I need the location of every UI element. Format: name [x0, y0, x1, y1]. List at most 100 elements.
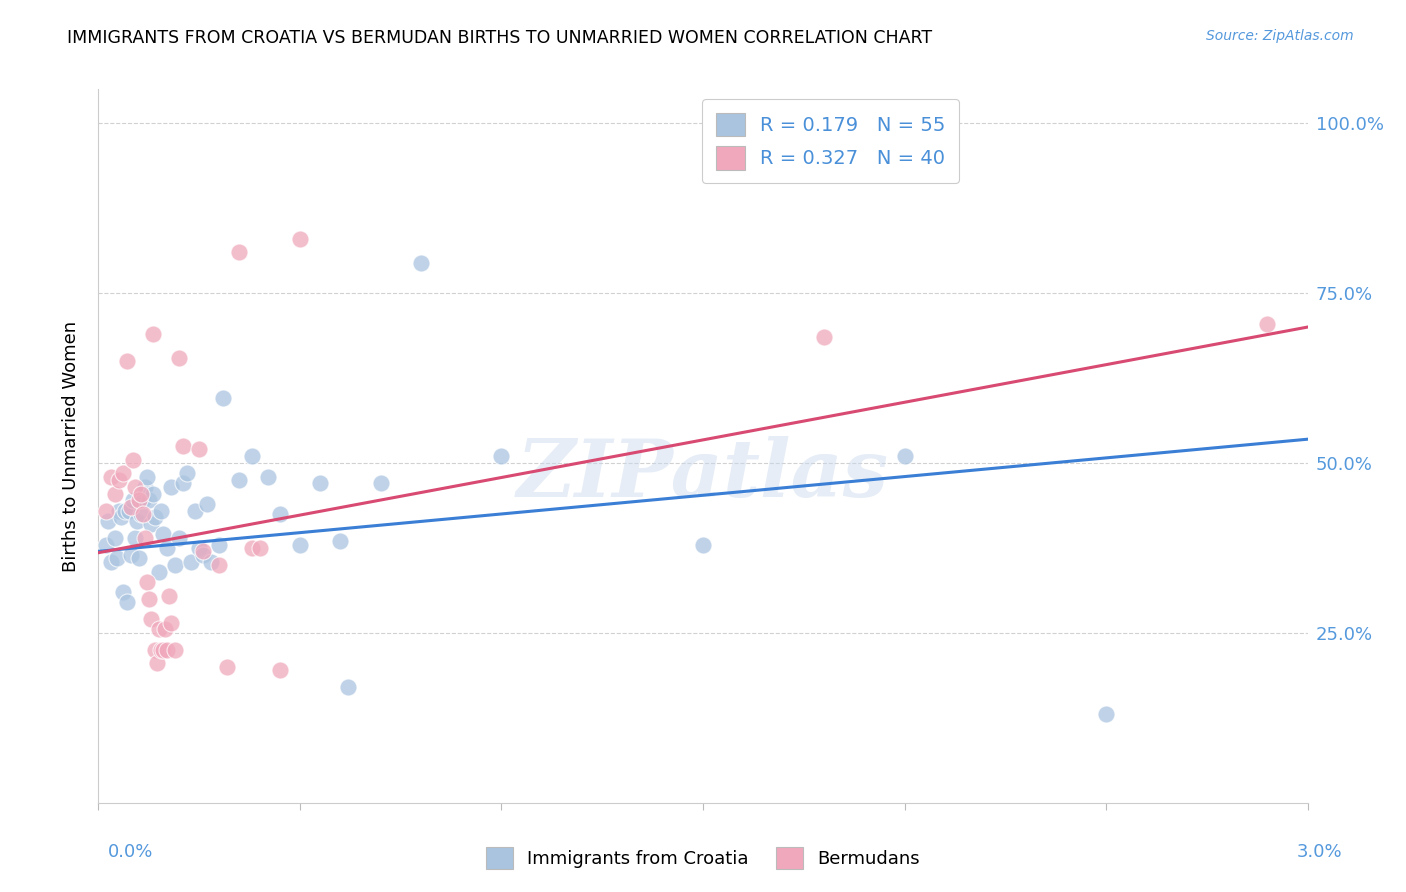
Point: [160, 480, 183, 494]
Point: [111, 466, 134, 480]
Point: [180, 555, 202, 569]
Text: 3.0%: 3.0%: [1298, 843, 1343, 861]
Point: [692, 537, 714, 551]
Point: [491, 449, 513, 463]
Point: [329, 534, 352, 549]
Point: [157, 589, 180, 603]
Point: [167, 531, 190, 545]
Point: [153, 623, 176, 637]
Point: [188, 541, 211, 555]
Point: [163, 643, 186, 657]
Point: [148, 623, 170, 637]
Point: [142, 486, 165, 500]
Point: [208, 537, 231, 551]
Point: [135, 574, 157, 589]
Point: [103, 531, 125, 545]
Point: [288, 232, 311, 246]
Point: [139, 517, 162, 532]
Point: [193, 548, 215, 562]
Point: [309, 476, 332, 491]
Point: [96, 503, 118, 517]
Point: [100, 555, 122, 569]
Point: [1095, 707, 1118, 722]
Legend: Immigrants from Croatia, Bermudans: Immigrants from Croatia, Bermudans: [478, 839, 928, 876]
Point: [146, 657, 169, 671]
Point: [132, 507, 155, 521]
Point: [121, 493, 143, 508]
Point: [337, 680, 360, 694]
Point: [121, 452, 143, 467]
Point: [156, 643, 179, 657]
Text: Source: ZipAtlas.com: Source: ZipAtlas.com: [1206, 29, 1354, 44]
Point: [135, 469, 157, 483]
Point: [256, 469, 278, 483]
Point: [228, 245, 250, 260]
Point: [107, 503, 129, 517]
Point: [132, 493, 155, 508]
Point: [143, 510, 166, 524]
Point: [124, 531, 146, 545]
Point: [128, 551, 150, 566]
Point: [115, 354, 138, 368]
Point: [134, 480, 156, 494]
Point: [188, 442, 211, 457]
Point: [105, 551, 128, 566]
Point: [124, 480, 146, 494]
Point: [893, 449, 915, 463]
Point: [129, 486, 152, 500]
Point: [240, 449, 263, 463]
Point: [813, 330, 835, 344]
Point: [120, 548, 142, 562]
Point: [125, 514, 148, 528]
Point: [111, 585, 134, 599]
Point: [160, 615, 183, 630]
Point: [217, 660, 239, 674]
Point: [172, 476, 194, 491]
Point: [409, 255, 432, 269]
Text: ZIPatlas: ZIPatlas: [517, 436, 889, 513]
Point: [149, 643, 172, 657]
Point: [107, 473, 129, 487]
Point: [163, 558, 186, 572]
Point: [152, 527, 174, 541]
Point: [149, 503, 172, 517]
Point: [208, 558, 231, 572]
Point: [143, 643, 166, 657]
Point: [103, 486, 125, 500]
Point: [114, 503, 136, 517]
Point: [249, 541, 271, 555]
Point: [240, 541, 263, 555]
Point: [200, 555, 222, 569]
Point: [142, 326, 165, 341]
Point: [138, 591, 160, 606]
Point: [172, 439, 194, 453]
Point: [195, 497, 218, 511]
Point: [193, 544, 215, 558]
Point: [184, 503, 207, 517]
Point: [100, 469, 122, 483]
Point: [115, 595, 138, 609]
Point: [110, 510, 132, 524]
Point: [134, 531, 156, 545]
Point: [152, 643, 174, 657]
Point: [156, 541, 179, 555]
Point: [269, 663, 291, 677]
Point: [176, 466, 198, 480]
Text: IMMIGRANTS FROM CROATIA VS BERMUDAN BIRTHS TO UNMARRIED WOMEN CORRELATION CHART: IMMIGRANTS FROM CROATIA VS BERMUDAN BIRT…: [67, 29, 932, 47]
Point: [118, 503, 141, 517]
Point: [129, 507, 152, 521]
Point: [120, 500, 142, 515]
Point: [96, 537, 118, 551]
Point: [370, 476, 392, 491]
Point: [288, 537, 311, 551]
Point: [228, 473, 250, 487]
Point: [269, 507, 291, 521]
Y-axis label: Births to Unmarried Women: Births to Unmarried Women: [62, 320, 80, 572]
Point: [128, 493, 150, 508]
Point: [148, 565, 170, 579]
Point: [138, 493, 160, 508]
Point: [139, 612, 162, 626]
Point: [97, 514, 120, 528]
Point: [1256, 317, 1278, 331]
Text: 0.0%: 0.0%: [108, 843, 153, 861]
